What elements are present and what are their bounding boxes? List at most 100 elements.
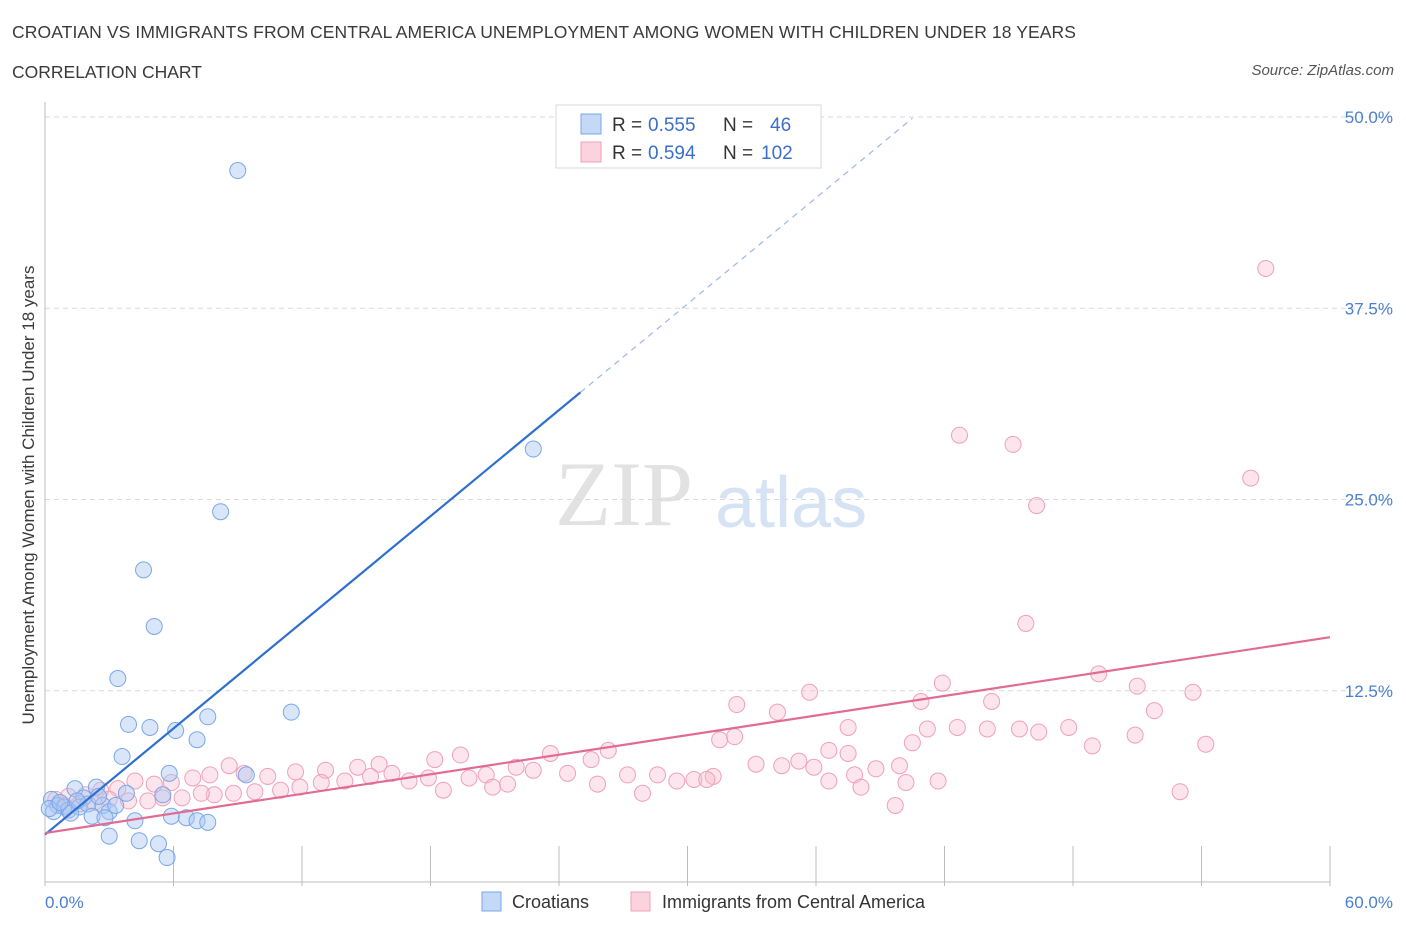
trend-line-croatians — [44, 391, 582, 836]
point-immigrants — [1242, 469, 1260, 487]
point-immigrants — [383, 764, 401, 782]
point-croatians — [229, 162, 247, 180]
point-croatians — [199, 813, 217, 831]
point-immigrants — [1010, 720, 1028, 738]
point-croatians — [524, 440, 542, 458]
point-croatians — [113, 748, 131, 766]
point-immigrants — [1060, 718, 1078, 736]
y-tick-label: 50.0% — [1345, 108, 1393, 127]
point-immigrants — [801, 683, 819, 701]
point-croatians — [167, 722, 185, 740]
chart-subtitle: CORRELATION CHART — [12, 62, 202, 82]
point-croatians — [117, 784, 135, 802]
x-tick-label-min: 0.0% — [45, 893, 84, 912]
point-immigrants — [728, 696, 746, 714]
point-immigrants — [852, 778, 870, 796]
point-croatians — [141, 718, 159, 736]
point-immigrants — [820, 741, 838, 759]
trend-line-croatians-extension — [580, 117, 913, 393]
point-immigrants — [820, 772, 838, 790]
legend-n-label-2: N = — [723, 143, 753, 164]
legend-n-label-1: N = — [723, 115, 753, 136]
point-immigrants — [983, 692, 1001, 710]
point-immigrants — [184, 769, 202, 787]
point-immigrants — [1145, 702, 1163, 720]
point-immigrants — [978, 720, 996, 738]
point-immigrants — [948, 718, 966, 736]
point-immigrants — [460, 769, 478, 787]
point-croatians — [130, 832, 148, 850]
point-immigrants — [582, 751, 600, 769]
point-immigrants — [1184, 683, 1202, 701]
point-immigrants — [400, 772, 418, 790]
y-axis-label: Unemployment Among Women with Children U… — [19, 266, 38, 725]
point-immigrants — [484, 778, 502, 796]
point-immigrants — [173, 789, 191, 807]
point-immigrants — [259, 767, 277, 785]
point-immigrants — [711, 731, 729, 749]
legend-r-value-1: 0.555 — [648, 115, 696, 136]
legend-r-value-2: 0.594 — [648, 143, 696, 164]
tick-labels: 12.5% 25.0% 37.5% 50.0% 0.0% 60.0% — [45, 108, 1393, 912]
point-immigrants — [201, 766, 219, 784]
point-croatians — [107, 797, 125, 814]
point-croatians — [83, 807, 101, 825]
point-croatians — [212, 503, 230, 521]
point-croatians — [68, 792, 86, 810]
point-immigrants — [205, 786, 223, 804]
point-immigrants — [685, 770, 703, 788]
point-immigrants — [599, 741, 617, 759]
point-croatians — [150, 835, 168, 853]
point-immigrants — [336, 772, 354, 790]
point-immigrants — [768, 703, 786, 721]
legend-swatch-croatians — [580, 113, 602, 135]
chart-title: CROATIAN VS IMMIGRANTS FROM CENTRAL AMER… — [12, 22, 1077, 42]
legend-r-label-2: R = — [612, 143, 642, 164]
point-immigrants — [1017, 614, 1035, 632]
legend-swatch-immigrants — [580, 141, 602, 163]
data-points — [40, 162, 1275, 867]
point-immigrants — [559, 764, 577, 782]
point-croatians — [109, 670, 127, 688]
point-croatians — [100, 803, 118, 821]
point-immigrants — [541, 744, 559, 762]
point-immigrants — [246, 783, 264, 801]
series-legend-swatch-croatians — [481, 891, 502, 912]
point-croatians — [40, 800, 58, 818]
point-immigrants — [668, 772, 686, 790]
point-immigrants — [1030, 723, 1048, 741]
point-immigrants — [434, 781, 452, 799]
trend-lines — [44, 117, 1331, 836]
point-croatians — [100, 827, 118, 845]
y-tick-label: 37.5% — [1345, 299, 1393, 318]
point-immigrants — [507, 758, 525, 776]
point-immigrants — [886, 797, 904, 814]
point-immigrants — [499, 775, 517, 793]
point-immigrants — [839, 718, 857, 736]
point-croatians — [162, 807, 180, 825]
point-croatians — [282, 703, 300, 721]
point-immigrants — [1197, 735, 1215, 753]
point-croatians — [160, 764, 178, 782]
point-immigrants — [747, 755, 765, 773]
y-tick-label: 12.5% — [1345, 682, 1393, 701]
watermark-zip: ZIP — [555, 443, 693, 545]
source-label: Source: ZipAtlas.com — [1251, 62, 1394, 79]
point-immigrants — [1126, 726, 1144, 744]
point-immigrants — [897, 774, 915, 792]
point-immigrants — [619, 766, 637, 784]
point-immigrants — [1028, 497, 1046, 515]
axes — [44, 102, 1331, 886]
point-immigrants — [773, 757, 791, 775]
series-legend-croatians: Croatians — [512, 892, 589, 912]
series-legend-immigrants: Immigrants from Central America — [662, 892, 926, 912]
point-immigrants — [839, 744, 857, 762]
point-immigrants — [891, 757, 909, 775]
point-immigrants — [634, 784, 652, 802]
legend-r-label-1: R = — [612, 115, 642, 136]
point-immigrants — [903, 734, 921, 752]
point-immigrants — [370, 755, 388, 773]
point-croatians — [237, 766, 255, 784]
point-croatians — [96, 809, 114, 827]
